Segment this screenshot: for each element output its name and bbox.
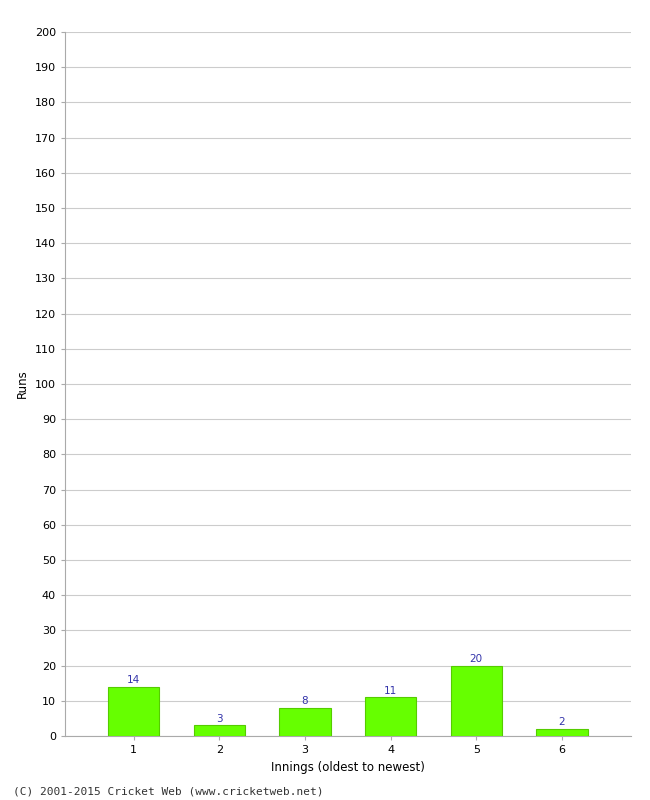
Text: 11: 11 xyxy=(384,686,397,695)
Text: 2: 2 xyxy=(558,717,566,727)
Y-axis label: Runs: Runs xyxy=(16,370,29,398)
X-axis label: Innings (oldest to newest): Innings (oldest to newest) xyxy=(271,761,424,774)
Text: 8: 8 xyxy=(302,696,308,706)
Text: (C) 2001-2015 Cricket Web (www.cricketweb.net): (C) 2001-2015 Cricket Web (www.cricketwe… xyxy=(13,786,324,796)
Bar xyxy=(450,666,502,736)
Text: 14: 14 xyxy=(127,675,140,685)
Bar xyxy=(194,726,245,736)
Bar xyxy=(280,708,331,736)
Bar xyxy=(365,698,416,736)
Bar xyxy=(536,729,588,736)
Text: 20: 20 xyxy=(470,654,483,664)
Bar xyxy=(108,686,159,736)
Text: 3: 3 xyxy=(216,714,222,724)
